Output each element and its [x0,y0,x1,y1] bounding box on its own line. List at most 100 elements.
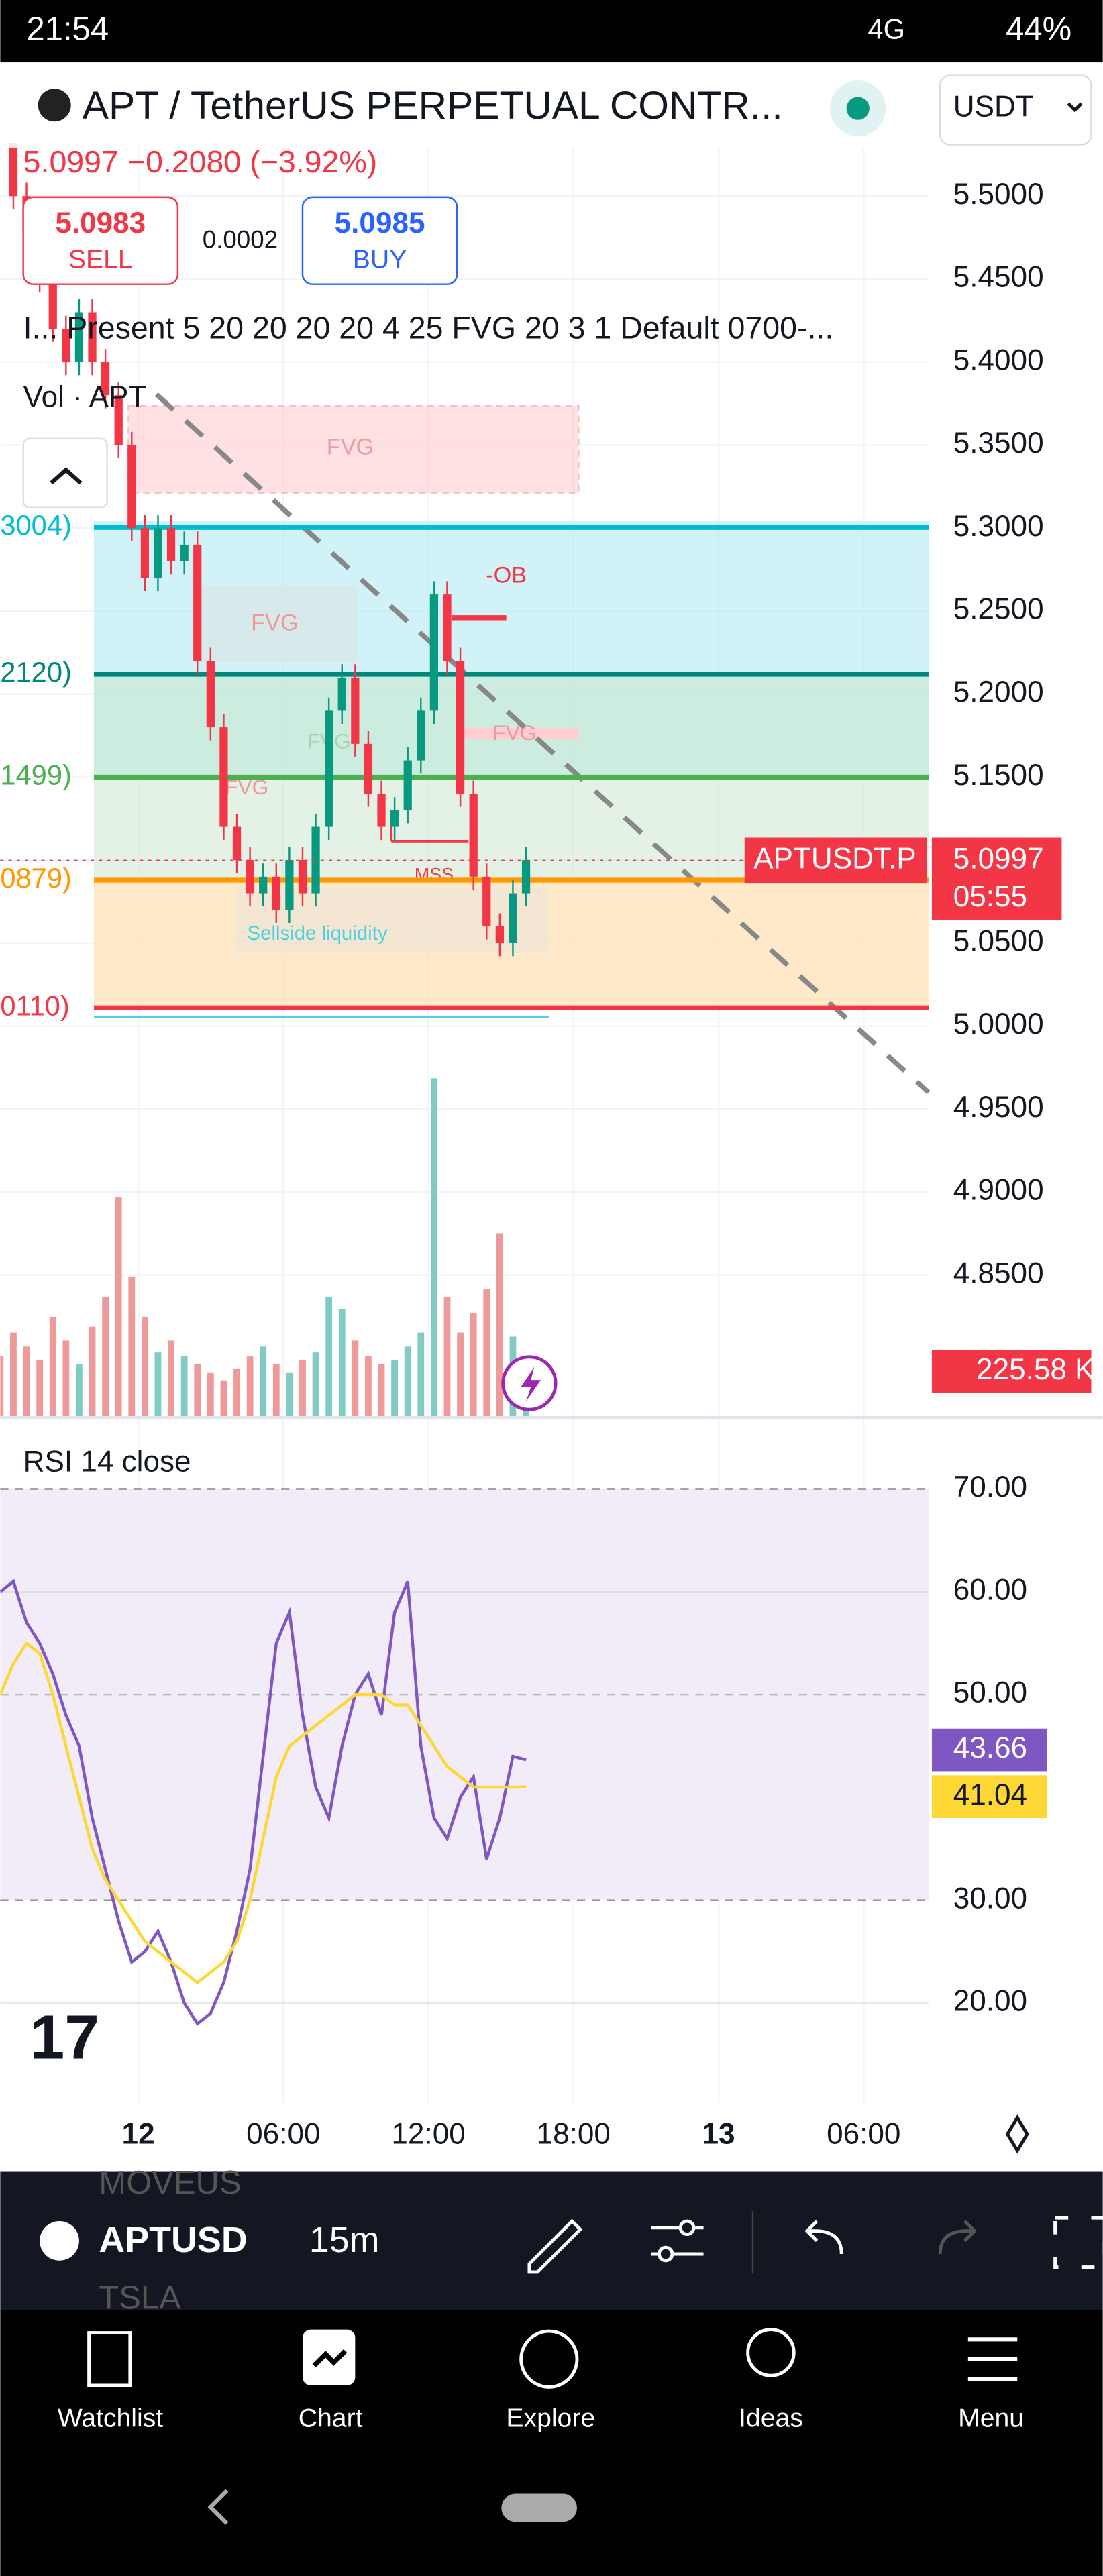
nav-label[interactable]: Menu [958,2404,1024,2433]
volume-bar [417,1332,425,1417]
behind-symbol: MOVEUS [99,2165,241,2201]
candle [482,876,491,927]
volume-bar [207,1372,214,1417]
chart-glyph [312,2349,348,2368]
y-tick-label: 4.9500 [953,1091,1044,1124]
volume-bar [246,1356,254,1417]
logo: 17 [30,2002,99,2072]
volume-bar [154,1352,162,1417]
level-label: 0879) [0,862,71,894]
rsi-line [0,1578,527,2026]
volume-bar [76,1364,83,1417]
fvg-label: FVG [251,610,298,636]
price-change: 5.0997 −0.2080 (−3.92%) [23,144,378,179]
y-tick-label: 5.3500 [953,427,1044,460]
volume-bar [404,1346,411,1417]
volume-bar [89,1326,96,1417]
price-tag-countdown: 05:55 [953,880,1027,913]
toolbar-interval[interactable]: 15m [309,2220,380,2260]
fvg-box [201,586,357,662]
indicators-knob [678,2219,696,2237]
indicator-legend: I... Present 5 20 20 20 20 4 25 FVG 20 3… [23,311,834,345]
candle [193,544,202,661]
candle [364,743,373,794]
x-tick-label: 18:00 [537,2117,611,2150]
candle [88,312,97,362]
volume-bar [115,1197,122,1417]
market-status-dot [846,97,870,120]
candle [101,362,110,396]
buy-price: 5.0985 [335,207,425,239]
rsi-tick-label: 60.00 [953,1573,1027,1606]
x-tick-label: 06:00 [246,2117,320,2150]
lightning-icon [521,1366,541,1401]
volume-tag-label: 225.58 K [976,1353,1094,1386]
rsi-tag [931,1775,1047,1818]
candle [180,544,189,561]
y-tick-label: 4.9000 [953,1174,1044,1207]
indicators-knob [657,2245,674,2263]
volume-bar [496,1233,503,1417]
chevron [1067,102,1083,113]
y-tick-label: 5.4500 [953,261,1044,294]
clock: 21:54 [27,11,109,47]
candle [272,876,280,910]
candle [495,926,504,943]
draw-icon[interactable] [527,2218,583,2274]
symbol-icon [38,89,71,122]
y-tick-label: 4.8500 [953,1256,1044,1289]
nav-label[interactable]: Watchlist [58,2404,164,2433]
settings-icon[interactable] [1005,2114,1029,2154]
network: 4G [868,13,905,45]
volume-bar [102,1297,109,1417]
spread: 0.0002 [203,226,278,254]
level-label: 3004) [0,509,71,541]
home-gesture[interactable] [501,2493,577,2522]
candle [509,893,517,943]
volume-bar [431,1078,437,1417]
candle [443,594,452,661]
candle [154,528,162,578]
nav-label[interactable]: Explore [506,2404,595,2433]
volume-bar [194,1364,201,1417]
volume-bar [391,1360,399,1417]
nav-label[interactable]: Chart [299,2404,363,2433]
trend-line [154,392,931,1095]
volume-tag [931,1350,1092,1393]
volume-bar [443,1297,451,1417]
volume-bar [62,1340,70,1417]
rsi-tick-label: 20.00 [953,1985,1027,2018]
currency: USDT [953,90,1034,123]
undo-icon[interactable] [804,2220,843,2255]
chevron-up [50,467,83,485]
rsi-tick-label: 30.00 [953,1882,1027,1915]
volume-bar [470,1312,477,1417]
volume-bar [378,1364,385,1417]
volume-bar [23,1346,30,1417]
volume-bar [325,1297,333,1417]
currency-select[interactable] [939,74,1092,146]
candle [48,278,57,329]
price-tag-value: 5.0997 [953,842,1044,875]
y-tick-label: 5.5000 [953,178,1044,211]
symbol-tag-label: APTUSDT.P [753,842,916,875]
candle [377,794,386,827]
volume-bar [338,1309,346,1417]
back-gesture[interactable] [207,2489,229,2525]
level-label: 1499) [0,759,71,791]
sell-button[interactable] [22,196,179,285]
volume-bar [286,1372,293,1417]
buy-label: BUY [353,246,407,274]
buy-button[interactable] [301,196,458,285]
watchlist-icon [87,2331,132,2387]
rsi-tag [931,1728,1047,1772]
redo-icon[interactable] [938,2220,978,2255]
candle [285,860,294,910]
rsi-tick-label: 50.00 [953,1676,1027,1709]
y-tick-label: 5.4000 [953,343,1044,376]
volume-bar [180,1356,188,1417]
nav-label[interactable]: Ideas [739,2404,803,2433]
toolbar-symbol[interactable]: APTUSD [99,2220,247,2260]
volume-legend: Vol · APT [23,381,147,414]
